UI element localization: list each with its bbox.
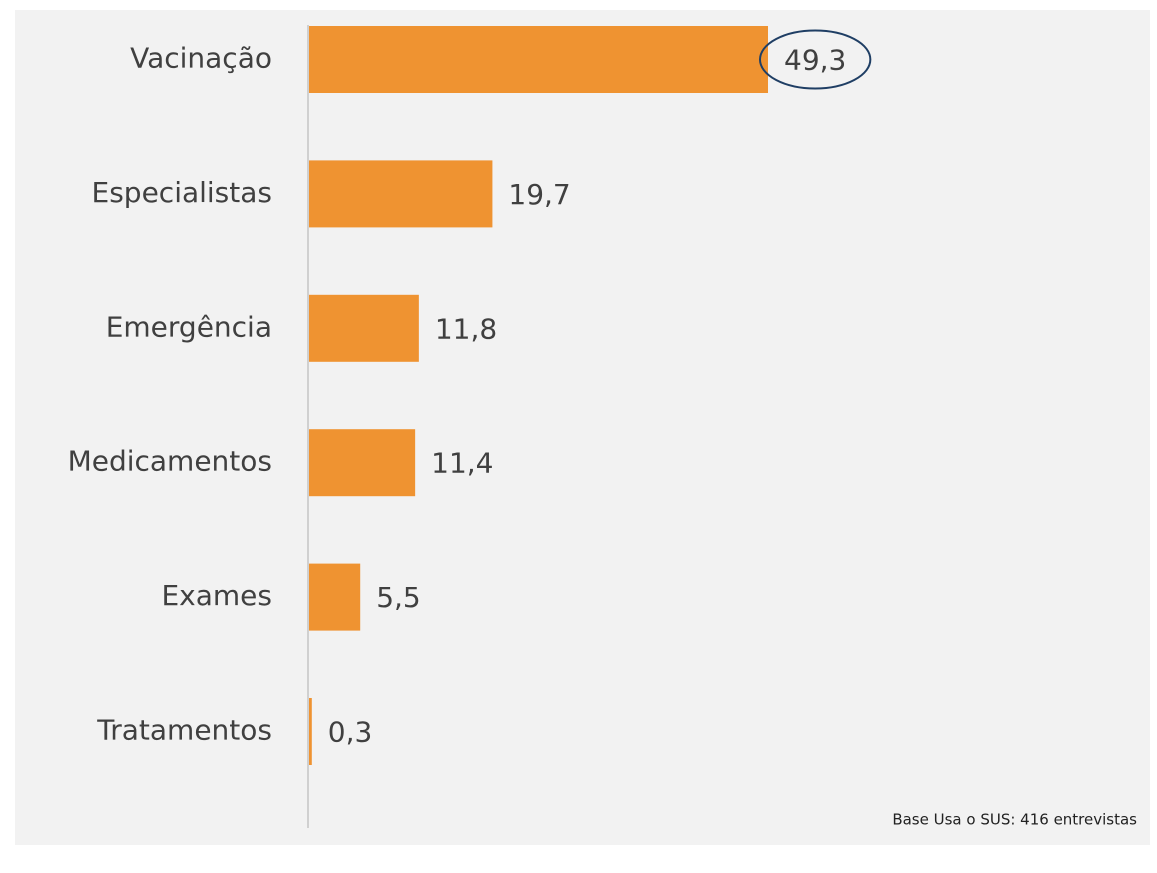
bar bbox=[309, 294, 419, 362]
bar bbox=[309, 429, 416, 497]
category-label: Exames bbox=[161, 579, 272, 612]
category-label: Emergência bbox=[106, 310, 272, 343]
category-label: Tratamentos bbox=[96, 714, 272, 747]
category-label: Vacinação bbox=[130, 42, 272, 75]
footnote: Base Usa o SUS: 416 entrevistas bbox=[892, 811, 1137, 829]
value-label: 49,3 bbox=[784, 44, 846, 77]
bar bbox=[309, 26, 768, 93]
value-label: 5,5 bbox=[376, 581, 421, 614]
value-label: 0,3 bbox=[328, 716, 373, 749]
bar bbox=[309, 160, 493, 228]
value-label: 11,4 bbox=[431, 447, 493, 480]
value-label: 11,8 bbox=[435, 312, 497, 345]
category-label: Especialistas bbox=[92, 176, 272, 209]
category-label: Medicamentos bbox=[68, 445, 272, 478]
bar bbox=[309, 698, 312, 765]
value-label: 19,7 bbox=[508, 178, 570, 211]
bar bbox=[309, 563, 361, 631]
highlight-circle bbox=[759, 29, 872, 90]
chart-panel bbox=[15, 10, 1150, 845]
